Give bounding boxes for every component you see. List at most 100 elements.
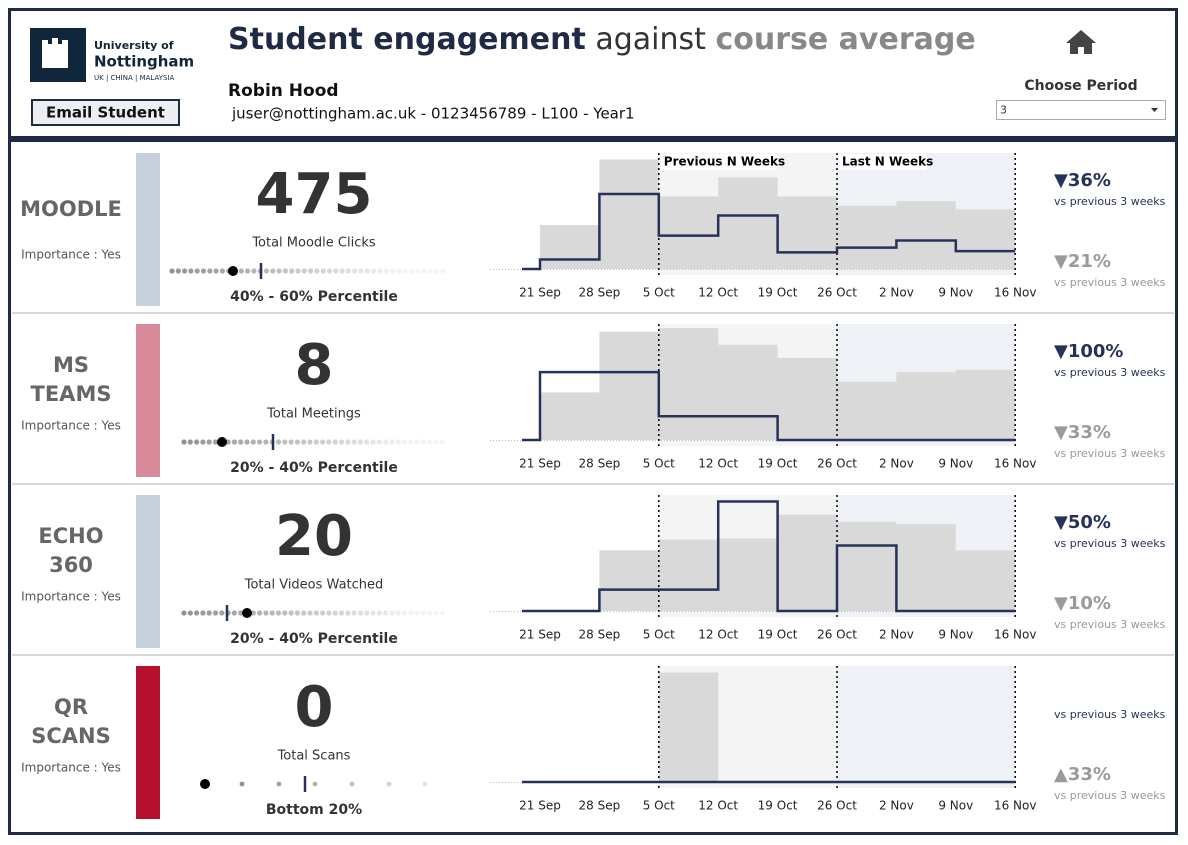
strip-dot [169,268,175,274]
region [837,666,1016,788]
strip-dot [389,439,395,445]
strip-dot [250,610,256,616]
strip-dot [376,610,382,616]
strip-dot [389,268,396,274]
bar [540,224,600,269]
strip-student [228,266,238,276]
strip-dot [207,268,213,274]
region-label-bg [660,154,777,170]
strip-dot [301,268,307,274]
strip-dot [288,439,294,445]
title-part: course average [715,22,975,57]
strip-student [200,779,210,789]
strip-dot [440,268,446,274]
strip-dot [238,439,244,445]
x-tick-label: 9 Nov [938,628,973,642]
strip-dot [244,439,250,445]
strip-dot [181,610,187,616]
change-note: vs previous 3 weeks [1054,537,1166,550]
total: 20 [275,504,353,569]
strip-dot [251,268,257,274]
strip-dot [200,268,207,274]
bar [837,381,897,440]
change-note: vs previous 3 weeks [1054,618,1166,631]
strip-dot [206,610,212,616]
x-tick-label: 16 Nov [994,286,1037,300]
change-value: ▼36% [1054,170,1111,191]
strip-dot [389,610,395,616]
change-note: vs previous 3 weeks [1054,447,1166,460]
strip-dot [408,610,414,616]
source-title-line: SCANS [31,724,111,748]
strip-dot [301,439,307,445]
source-title: MOODLE [20,197,122,221]
bar [955,209,1016,269]
strip-dot [420,610,426,616]
strip-dot [386,781,392,787]
source-title-line: MOODLE [20,197,122,221]
x-tick-label: 9 Nov [938,799,973,813]
strip-dot [257,610,263,616]
bar [837,521,897,611]
strip-dot [212,439,219,445]
strip-dot [338,610,345,616]
strip-dot [345,268,351,274]
strip-dot [307,610,313,616]
strip-dot [414,439,420,445]
strip-dot [433,439,439,445]
percentile: 40% - 60% Percentile [230,289,398,305]
strip-dot [245,268,251,274]
strip-dot [326,610,332,616]
strip-dot [364,439,370,445]
total-label: Total Moodle Clicks [251,236,376,251]
period-dropdown[interactable] [996,100,1166,120]
x-tick-label: 16 Nov [994,628,1037,642]
strip-dot [206,439,212,445]
total-label: Total Meetings [266,407,361,422]
strip-dot [312,781,318,787]
strip-dot [320,439,326,445]
x-tick-label: 2 Nov [879,799,914,813]
strip-dot [212,610,219,616]
strip-student [242,608,252,618]
strip-dot [383,439,389,445]
period-label: Choose Period [1024,78,1137,94]
home-icon[interactable] [1066,30,1096,54]
change-value: ▼21% [1054,251,1111,272]
change-value: ▼10% [1054,593,1111,614]
strip-dot [187,610,193,616]
bar [896,372,956,440]
strip-dot [270,268,276,274]
source-title-line: MS [53,353,89,377]
strip-dot [275,610,282,616]
strip-dot [352,268,358,274]
region-label: Previous N Weeks [664,155,785,169]
bar [896,201,956,269]
x-tick-label: 9 Nov [938,286,973,300]
strip-dot [326,439,332,445]
x-tick-label: 21 Sep [519,799,561,813]
strip-dot [194,439,200,445]
student-info: juser@nottingham.ac.uk - 0123456789 - L1… [231,105,635,123]
region-label: Last N Weeks [842,155,933,169]
importance: Importance : Yes [21,419,121,433]
x-tick-label: 5 Oct [643,286,675,300]
strip-dot [263,268,270,274]
strip-dot [295,268,301,274]
email-button[interactable] [31,99,180,126]
strip-dot [276,781,282,787]
student-name: Robin Hood [228,81,339,101]
strip-dot [422,781,428,787]
percentile: 20% - 40% Percentile [230,631,398,647]
strip-dot [276,268,282,274]
email-button-label[interactable]: Email Student [46,104,165,122]
period-value[interactable]: 3 [1000,104,1007,117]
bar [837,205,897,269]
strip-dot [383,610,389,616]
strip-dot [345,439,351,445]
x-tick-label: 21 Sep [519,457,561,471]
x-tick-label: 28 Sep [579,286,621,300]
total: 475 [256,162,373,227]
dropdown-arrow[interactable] [1151,108,1158,112]
